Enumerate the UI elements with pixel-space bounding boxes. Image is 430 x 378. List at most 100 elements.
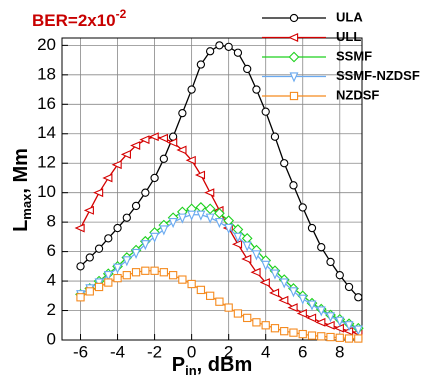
marker <box>252 250 261 261</box>
marker <box>278 295 289 305</box>
plot-area <box>62 38 362 340</box>
marker <box>130 141 141 150</box>
x-tick-label: 0 <box>187 342 196 361</box>
x-tick-label: -6 <box>73 342 88 361</box>
marker <box>307 331 317 340</box>
marker <box>104 234 113 243</box>
legend-label: SSMF-NZDSF <box>336 68 420 83</box>
marker <box>243 313 252 323</box>
marker <box>177 213 187 224</box>
marker <box>335 271 344 280</box>
marker <box>187 210 197 221</box>
marker <box>76 262 85 271</box>
x-label-rest: , dBm <box>197 354 253 376</box>
annotation-main: BER=2x10 <box>32 11 116 30</box>
marker <box>104 278 113 287</box>
marker <box>261 321 270 330</box>
marker <box>307 300 317 311</box>
marker <box>344 321 354 332</box>
marker <box>113 263 122 274</box>
marker <box>131 248 141 260</box>
x-tick-label: 6 <box>298 342 307 361</box>
marker <box>215 297 224 306</box>
y-tick-label: 6 <box>47 241 56 260</box>
legend-label: ULL <box>336 29 361 44</box>
x-tick-label: -2 <box>147 342 162 361</box>
marker <box>85 253 94 262</box>
y-tick-label: 8 <box>47 212 56 231</box>
marker <box>280 327 289 336</box>
marker <box>259 278 270 287</box>
marker <box>214 217 224 229</box>
marker <box>287 303 298 313</box>
marker <box>187 279 196 289</box>
marker <box>205 291 215 300</box>
marker <box>83 205 94 215</box>
marker <box>250 267 261 277</box>
legend-marker <box>289 91 299 101</box>
marker <box>306 313 317 323</box>
marker <box>74 223 85 233</box>
marker <box>333 323 344 333</box>
marker <box>103 271 113 282</box>
x-tick-label: 2 <box>224 342 233 361</box>
marker <box>140 240 150 251</box>
marker <box>354 334 363 343</box>
legend-label: ULA <box>336 9 363 24</box>
x-tick-label: 8 <box>335 342 344 361</box>
marker <box>187 85 196 94</box>
y-tick-label: 4 <box>47 271 56 290</box>
y-tick-label: 10 <box>37 182 56 201</box>
marker <box>252 85 261 94</box>
marker <box>241 254 252 264</box>
marker <box>178 108 187 118</box>
marker <box>205 213 215 224</box>
marker <box>176 145 187 155</box>
y-label-main: L <box>10 220 32 232</box>
marker <box>261 260 271 271</box>
marker <box>102 173 113 183</box>
marker <box>167 138 178 148</box>
marker <box>204 188 215 198</box>
marker <box>316 306 326 317</box>
marker <box>326 257 335 267</box>
marker <box>131 268 141 277</box>
y-axis-label: Lmax, Mm <box>10 148 34 232</box>
marker <box>157 133 169 143</box>
marker <box>94 244 104 253</box>
y-tick-label: 18 <box>37 64 56 83</box>
marker <box>76 293 85 302</box>
x-tick-label: 4 <box>261 342 270 361</box>
marker <box>317 332 326 341</box>
x-axis-label: Pin, dBm <box>172 354 252 378</box>
marker <box>85 287 94 296</box>
marker <box>289 287 298 298</box>
marker <box>94 282 104 292</box>
marker <box>120 149 131 159</box>
legend-marker <box>288 33 299 42</box>
annotation: BER=2x10-2 <box>32 7 127 30</box>
marker <box>270 132 280 141</box>
marker <box>113 223 122 233</box>
marker <box>270 324 280 333</box>
marker <box>252 318 261 327</box>
y-tick-label: 12 <box>37 153 56 172</box>
marker <box>233 232 243 243</box>
marker <box>93 188 104 198</box>
marker <box>150 232 160 243</box>
y-tick-label: 16 <box>37 94 56 113</box>
marker <box>279 278 289 289</box>
marker <box>113 273 122 283</box>
marker <box>317 243 326 252</box>
marker <box>326 312 335 323</box>
marker <box>243 64 252 74</box>
marker <box>196 210 206 221</box>
marker <box>233 309 243 318</box>
marker <box>324 320 335 330</box>
marker <box>298 203 307 212</box>
x-label-sub: in <box>185 363 197 378</box>
marker <box>150 173 159 183</box>
marker <box>141 188 150 197</box>
marker <box>205 47 215 56</box>
x-label-main: P <box>172 354 185 376</box>
